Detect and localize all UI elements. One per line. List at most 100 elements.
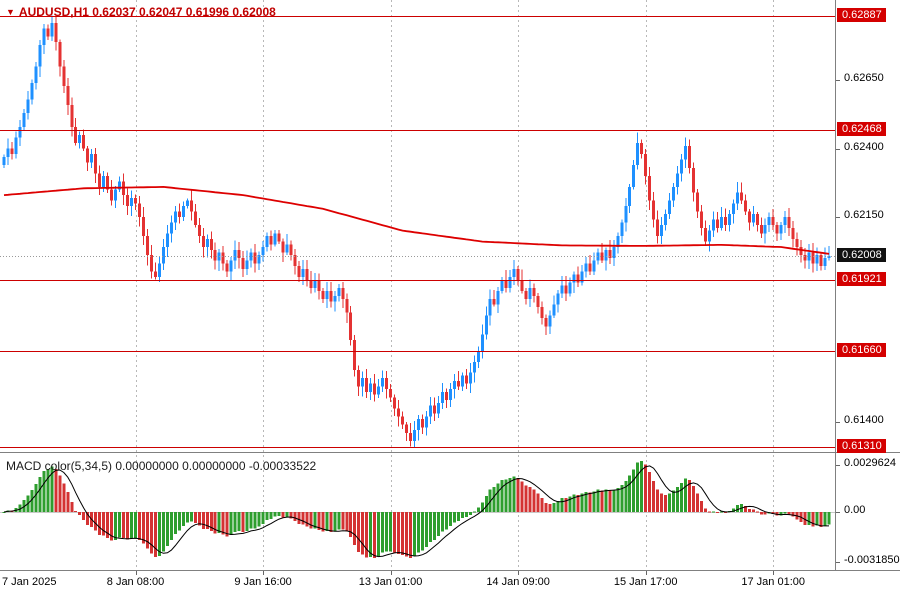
macd-bar	[153, 512, 157, 557]
macd-bar	[520, 481, 524, 512]
ma-line[interactable]	[3, 185, 830, 255]
candle-body	[552, 304, 556, 316]
macd-bar	[560, 498, 564, 512]
macd-bar	[165, 512, 169, 547]
candle-body	[78, 134, 82, 144]
candle-body	[305, 268, 309, 280]
macd-bar	[233, 512, 237, 533]
candle-body	[604, 249, 608, 261]
candle-body	[791, 227, 795, 239]
candle-body	[257, 255, 261, 264]
macd-bar	[82, 512, 86, 520]
macd-bar	[2, 512, 6, 513]
candle-body	[556, 293, 560, 305]
candle-body	[165, 233, 169, 248]
time-axis-label: 9 Jan 16:00	[234, 576, 292, 588]
candle-body	[608, 249, 612, 258]
candle-body	[141, 216, 145, 237]
macd-bar	[584, 491, 588, 512]
macd-bar	[456, 512, 460, 521]
candle-body	[560, 285, 564, 294]
macd-bar	[325, 512, 329, 532]
main-chart[interactable]	[0, 0, 835, 452]
candle-body	[795, 238, 799, 248]
candle-body	[74, 126, 78, 144]
macd-bar	[504, 479, 508, 512]
macd-bar	[185, 512, 189, 523]
macd-bar	[357, 512, 361, 553]
macd-bar	[688, 480, 692, 512]
price-axis[interactable]: 0.62650 0.62400 0.62150 0.61400 0.62887 0.624…	[836, 0, 900, 600]
candle-body	[205, 238, 209, 248]
candle-body	[409, 432, 413, 442]
macd-bar	[241, 512, 245, 533]
macd-bar	[600, 490, 604, 512]
macd-bar	[711, 511, 715, 513]
macd-bar	[177, 512, 181, 531]
level-price-label: 0.61921	[837, 271, 886, 286]
candle-body	[652, 200, 656, 220]
candle-body	[711, 219, 715, 231]
macd-bar	[38, 477, 42, 512]
axis-tick-mark	[836, 512, 840, 513]
axis-separator	[0, 570, 900, 571]
candle-body	[783, 216, 787, 226]
candle-body	[568, 282, 572, 294]
macd-pane[interactable]	[0, 455, 835, 570]
candle-body	[648, 175, 652, 201]
candle-body	[432, 405, 436, 414]
macd-bar	[293, 512, 297, 521]
macd-bar	[568, 496, 572, 512]
macd-bar	[644, 464, 648, 512]
macd-bar	[385, 512, 389, 552]
macd-bar	[680, 482, 684, 512]
macd-bar	[145, 512, 149, 549]
level-price-label: 0.62887	[837, 7, 886, 22]
candle-body	[237, 249, 241, 258]
candle-body	[62, 66, 66, 86]
macd-bar	[377, 512, 381, 557]
axis-tick-mark	[836, 148, 840, 150]
candle-body	[321, 290, 325, 299]
macd-bar	[205, 512, 209, 530]
macd-bar	[524, 485, 528, 512]
macd-bar	[592, 491, 596, 512]
candle-body	[751, 214, 755, 223]
macd-bar	[596, 489, 600, 512]
candle-body	[317, 279, 321, 291]
candle-body	[668, 200, 672, 215]
candle-body	[755, 214, 759, 226]
level-price-label: 0.61310	[837, 438, 886, 453]
candle-body	[161, 247, 165, 264]
candle-body	[357, 370, 361, 387]
macd-bar	[393, 512, 397, 553]
candle-body	[803, 255, 807, 261]
macd-bar	[122, 512, 126, 538]
macd-bar	[616, 488, 620, 512]
candle-body	[221, 252, 225, 264]
candle-body	[620, 222, 624, 237]
macd-bar	[500, 479, 504, 512]
macd-bar	[823, 512, 827, 526]
candle-body	[500, 279, 504, 291]
candle-body	[703, 227, 707, 242]
time-axis[interactable]: 7 Jan 2025 8 Jan 08:00 9 Jan 16:00 13 Jan 0…	[0, 571, 900, 600]
macd-bar	[46, 468, 50, 512]
macd-bar	[417, 512, 420, 553]
pane-separator[interactable]	[0, 452, 900, 453]
candle-body	[193, 211, 197, 226]
macd-bar	[803, 512, 807, 525]
macd-bar	[197, 512, 201, 526]
candle-body	[337, 288, 341, 297]
candle-body	[201, 236, 205, 248]
candle-body	[528, 288, 532, 299]
candle-body	[289, 244, 293, 256]
price-tick-label: 0.62400	[844, 140, 884, 153]
candle-body	[516, 268, 520, 280]
candle-body	[600, 252, 604, 261]
candle-body	[688, 145, 692, 168]
macd-bar	[78, 512, 82, 516]
candle-body	[811, 252, 815, 264]
macd-bar	[624, 480, 628, 512]
candle-body	[771, 216, 775, 226]
